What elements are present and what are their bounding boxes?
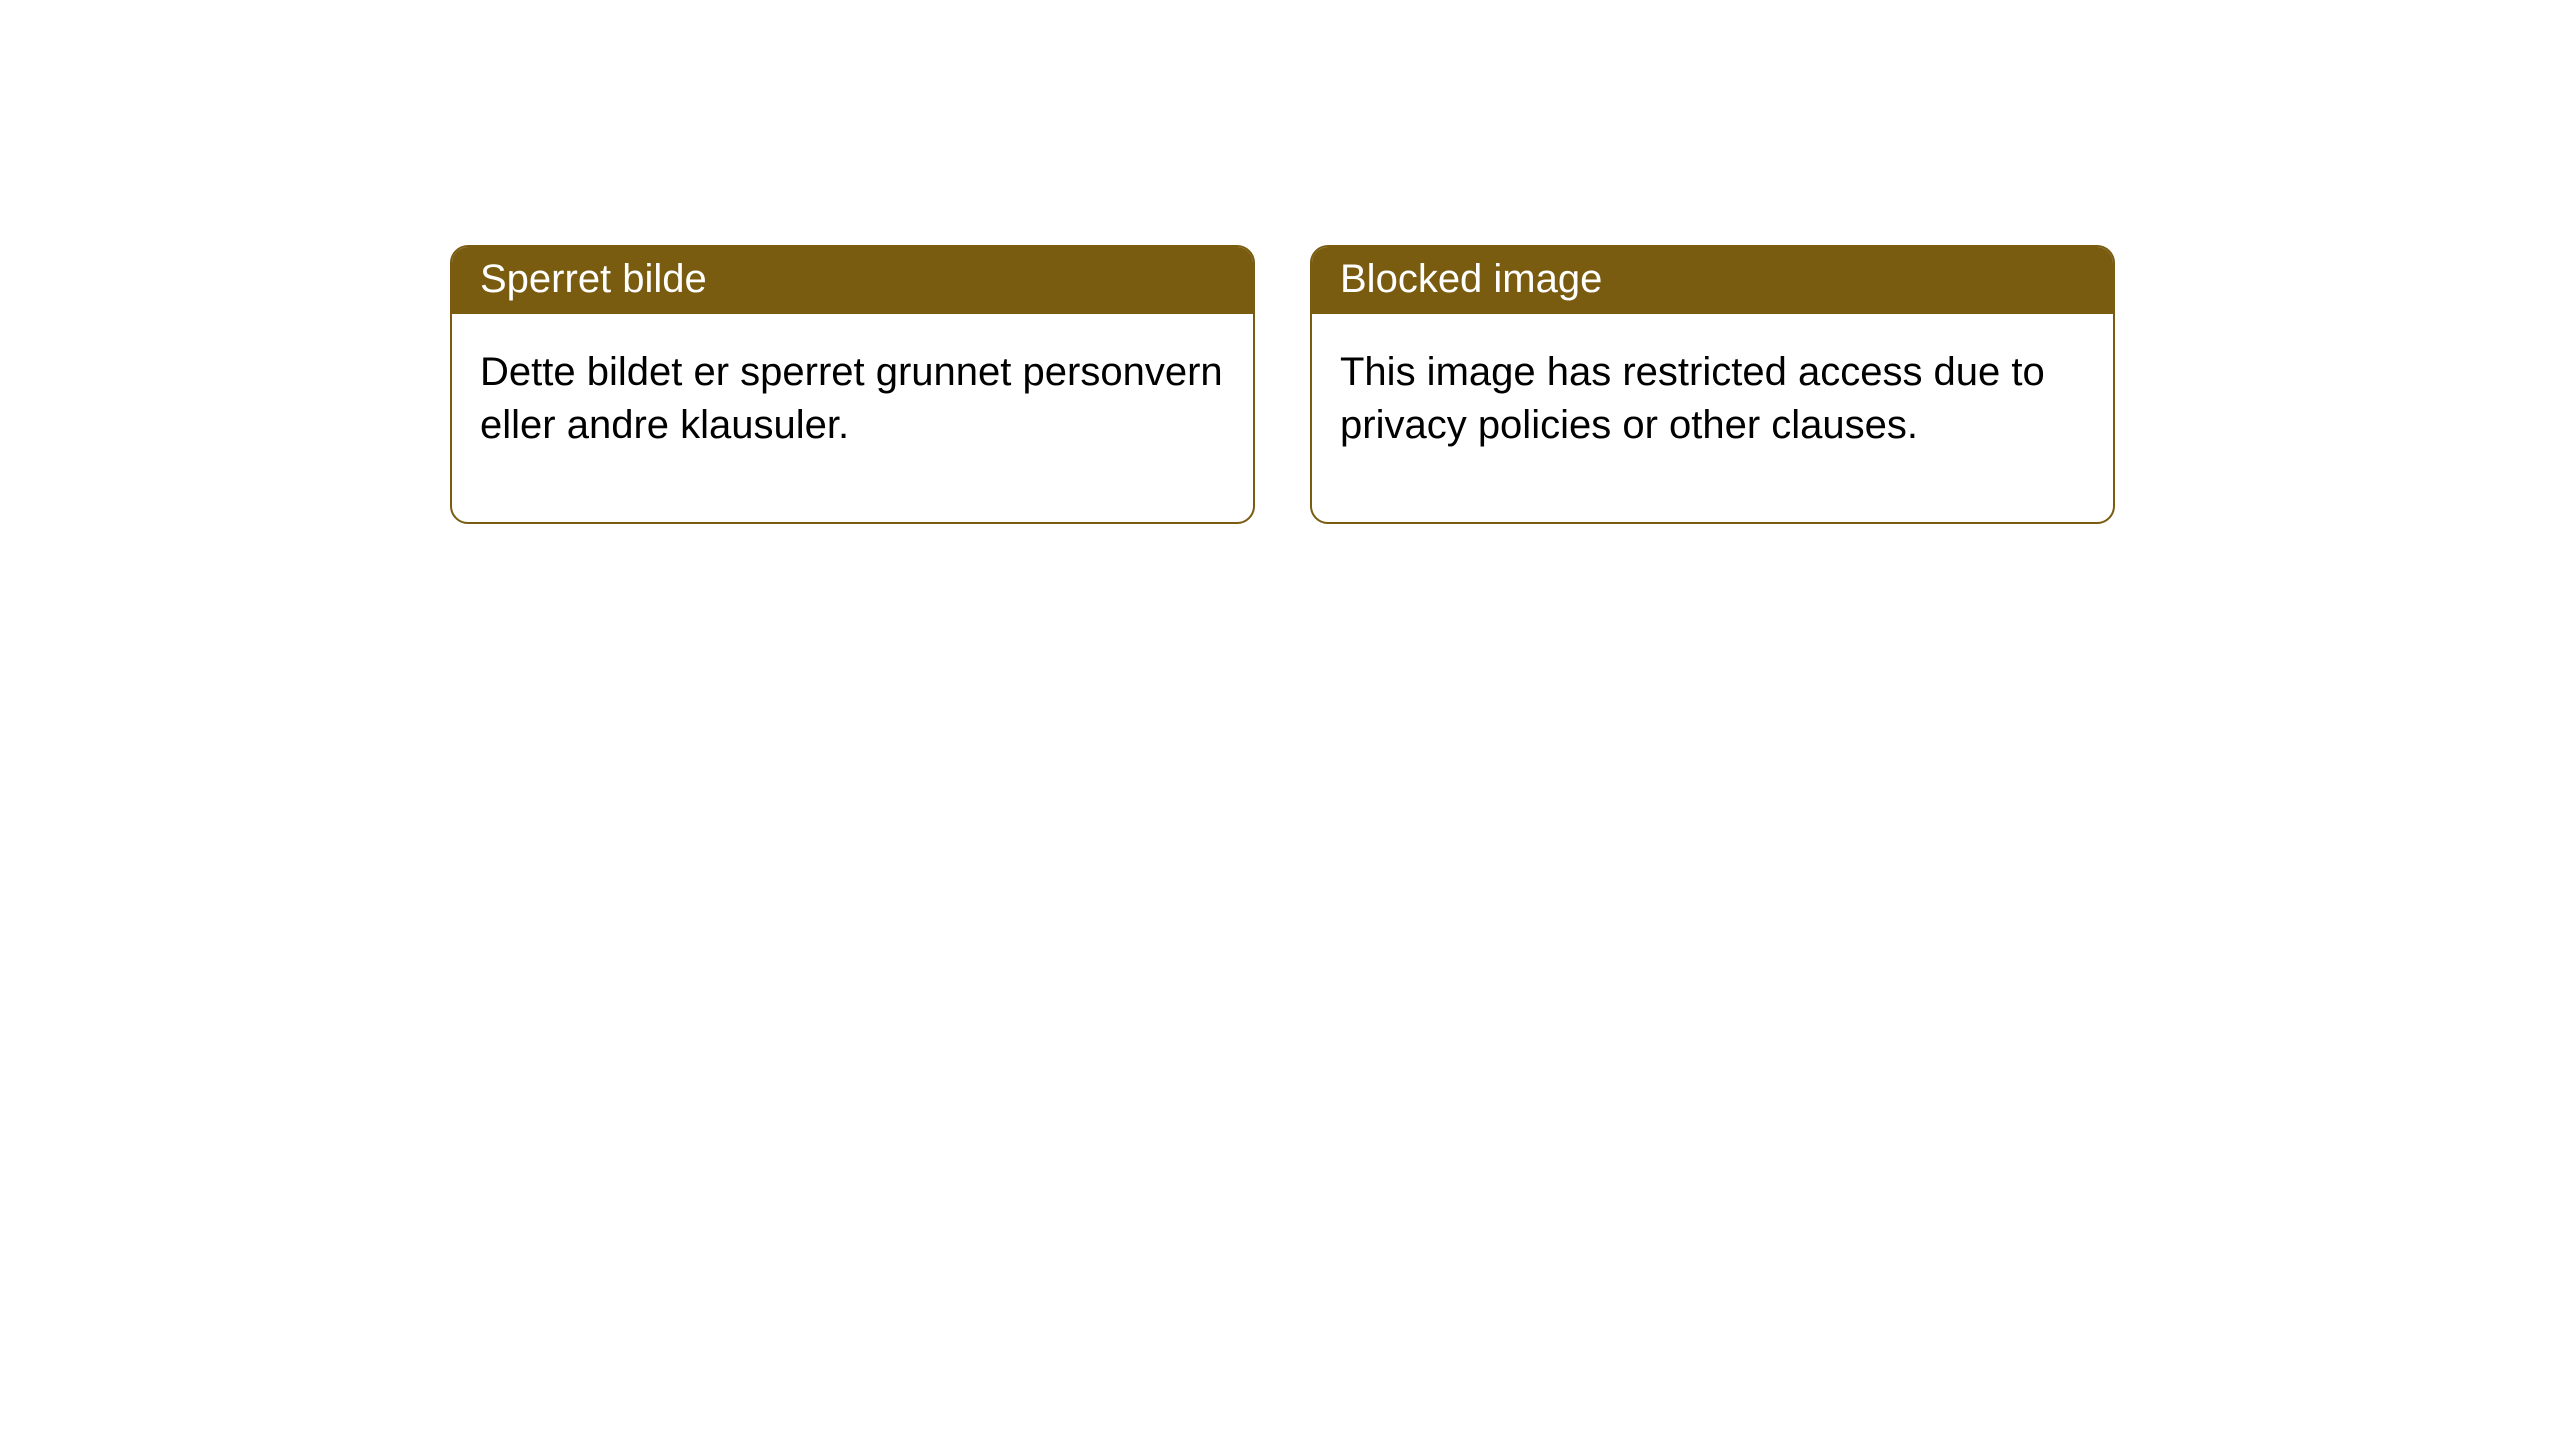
card-title-no: Sperret bilde: [452, 247, 1253, 314]
notice-cards-container: Sperret bilde Dette bildet er sperret gr…: [0, 0, 2560, 524]
blocked-image-card-en: Blocked image This image has restricted …: [1310, 245, 2115, 524]
card-body-no: Dette bildet er sperret grunnet personve…: [452, 314, 1253, 522]
card-title-en: Blocked image: [1312, 247, 2113, 314]
card-body-en: This image has restricted access due to …: [1312, 314, 2113, 522]
blocked-image-card-no: Sperret bilde Dette bildet er sperret gr…: [450, 245, 1255, 524]
